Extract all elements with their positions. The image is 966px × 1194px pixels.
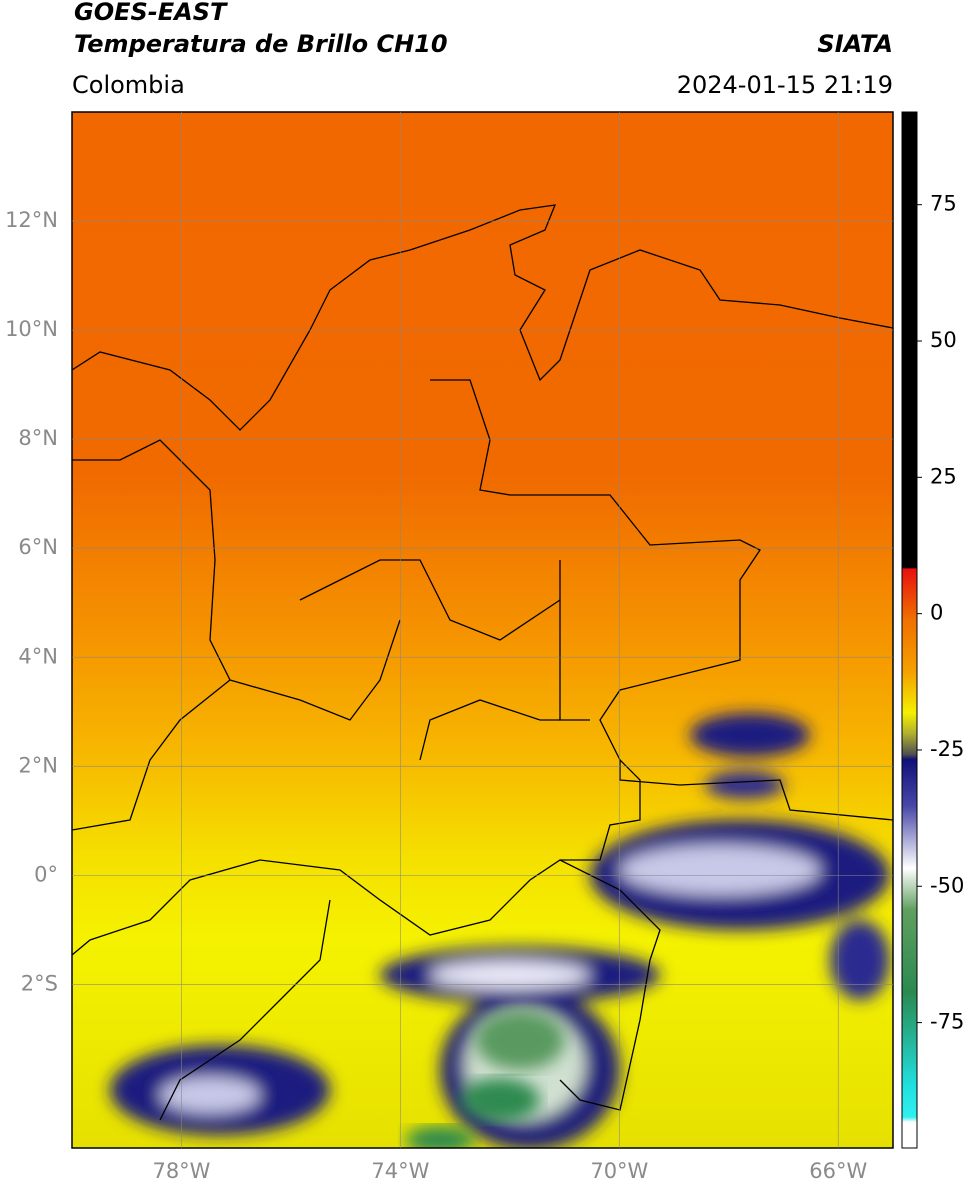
colorbar-tick-label: 50 bbox=[930, 328, 957, 352]
colorbar-tick-label: 0 bbox=[930, 601, 943, 625]
lon-tick-label: 74°W bbox=[371, 1159, 429, 1183]
lat-tick-label: 4°N bbox=[18, 644, 58, 668]
lat-tick-label: 6°N bbox=[18, 535, 58, 559]
lon-tick-label: 70°W bbox=[590, 1159, 648, 1183]
colorbar-tick-label: -75 bbox=[930, 1010, 964, 1034]
colorbar bbox=[901, 111, 918, 1149]
source: SIATA bbox=[817, 30, 893, 58]
lat-tick-label: 2°S bbox=[21, 971, 58, 995]
lat-tick-label: 12°N bbox=[5, 208, 58, 232]
datetime: 2024-01-15 21:19 bbox=[677, 71, 893, 99]
borders bbox=[72, 204, 893, 1121]
product: Temperatura de Brillo CH10 bbox=[74, 30, 448, 58]
colorbar-tick-label: 25 bbox=[930, 464, 957, 488]
lat-tick-label: 8°N bbox=[18, 426, 58, 450]
satellite: GOES-EAST bbox=[74, 0, 228, 26]
lon-tick-label: 66°W bbox=[809, 1159, 867, 1183]
region: Colombia bbox=[72, 71, 185, 99]
lat-tick-label: 2°N bbox=[18, 753, 58, 777]
lat-tick-label: 0° bbox=[34, 862, 58, 886]
lat-tick-label: 10°N bbox=[5, 317, 58, 341]
colorbar-tick-label: -25 bbox=[930, 737, 964, 761]
colorbar-tick-label: -50 bbox=[930, 873, 964, 897]
lon-tick-label: 78°W bbox=[152, 1159, 210, 1183]
map-frame bbox=[71, 111, 894, 1149]
imagery bbox=[72, 112, 893, 1148]
colorbar-tick-label: 75 bbox=[930, 192, 957, 216]
